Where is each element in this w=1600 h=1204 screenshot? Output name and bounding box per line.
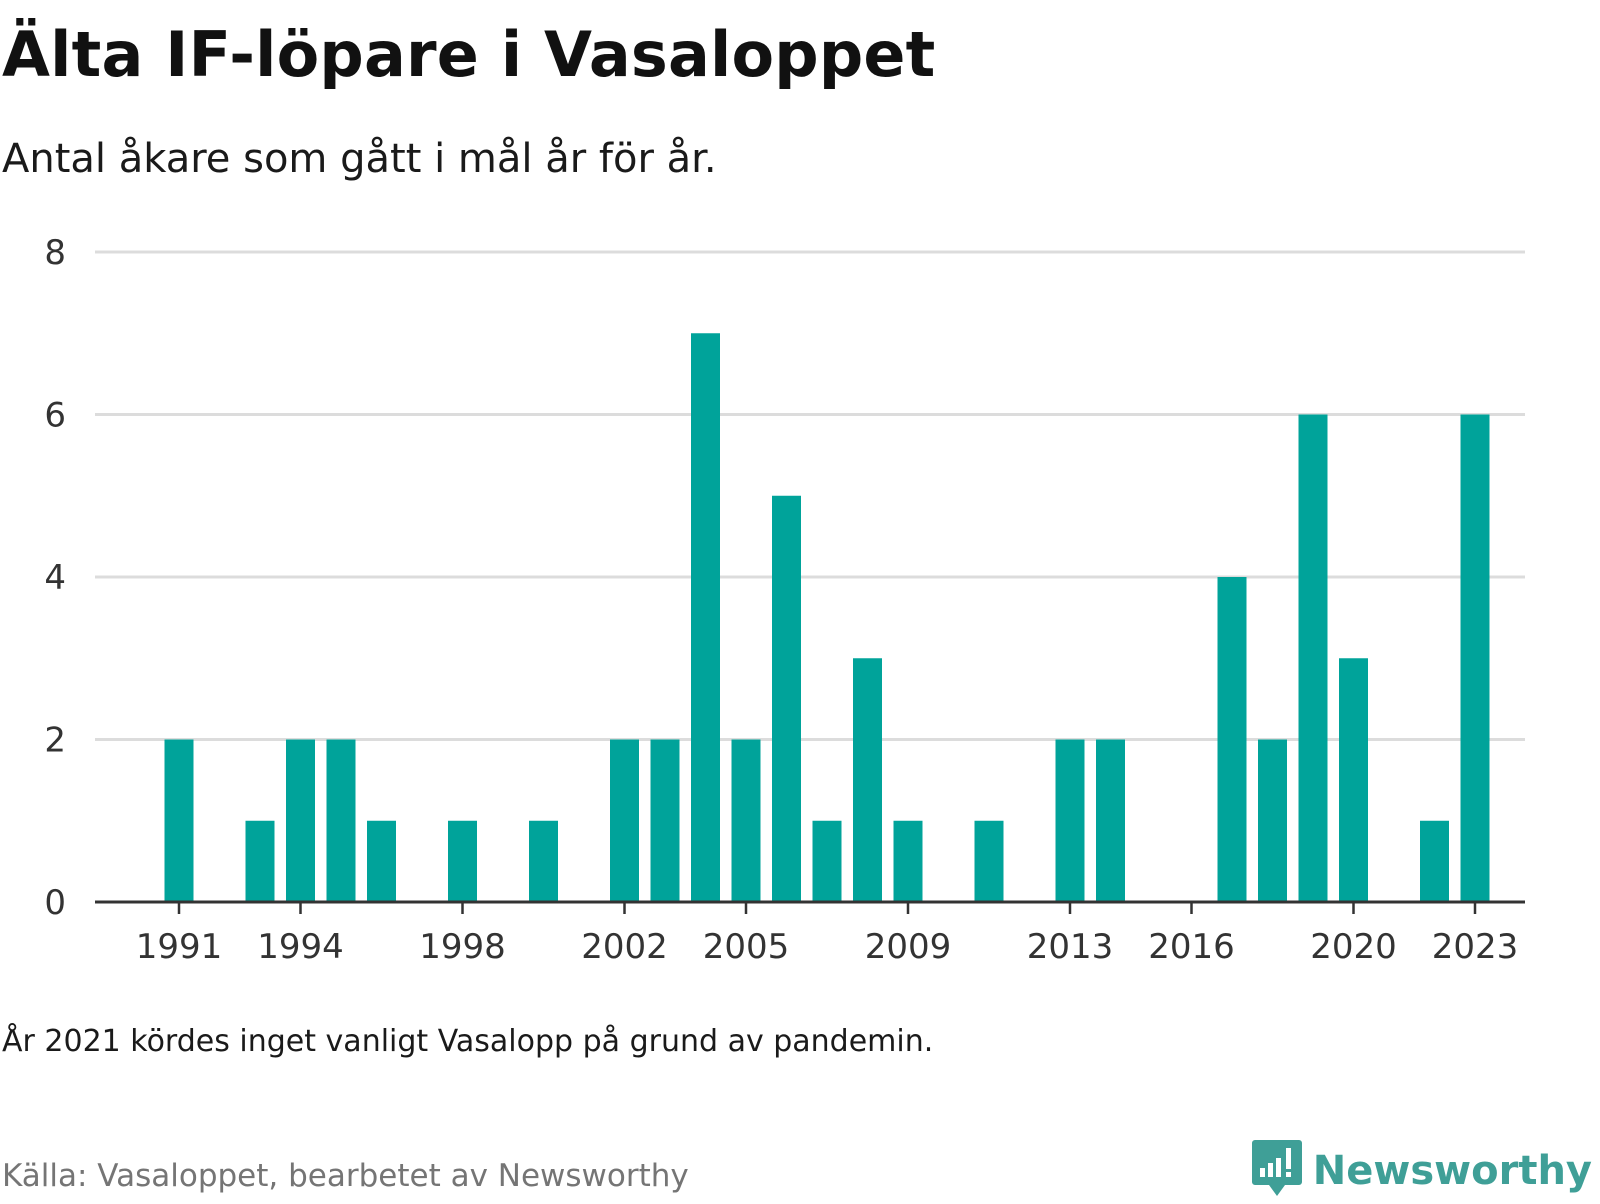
x-tick-label: 2023 — [1432, 927, 1519, 967]
chart-note: År 2021 kördes inget vanligt Vasalopp på… — [2, 1024, 934, 1059]
bar-2005 — [731, 739, 761, 902]
bar-1998 — [448, 820, 477, 902]
newsworthy-logo-icon — [1251, 1138, 1303, 1204]
bar-1996 — [367, 820, 396, 902]
bar-2018 — [1258, 739, 1287, 902]
bar-2007 — [812, 820, 842, 902]
bar-2020 — [1339, 658, 1368, 902]
bar-2013 — [1055, 739, 1085, 902]
y-tick-label: 2 — [44, 721, 66, 761]
bar-2000 — [529, 820, 558, 902]
chart-subtitle: Antal åkare som gått i mål år för år. — [2, 136, 717, 182]
bar-1993 — [245, 820, 275, 902]
y-tick-label: 6 — [44, 396, 66, 436]
chart-title: Älta IF-löpare i Vasaloppet — [2, 18, 936, 91]
x-tick-label: 1994 — [257, 927, 344, 967]
bar-2004 — [691, 333, 720, 902]
x-axis-labels: 1991 1994 1998 2002 2005 2009 2013 2016 2020 2023 — [136, 927, 1519, 967]
brand-name: Newsworthy — [1312, 1148, 1592, 1194]
bar-2011 — [974, 820, 1004, 902]
bar-2014 — [1096, 739, 1125, 902]
x-tick-label: 2016 — [1148, 927, 1235, 967]
x-tick-label: 2005 — [703, 927, 790, 967]
bar-2002 — [610, 739, 639, 902]
bar-1995 — [326, 739, 356, 902]
y-axis-labels: 0 2 4 6 8 — [44, 233, 66, 923]
y-tick-label: 0 — [44, 883, 66, 923]
x-tick-label: 2009 — [865, 927, 952, 967]
bars — [164, 333, 1490, 902]
bar-2022 — [1420, 820, 1449, 902]
x-tick-label: 1998 — [419, 927, 506, 967]
source-credit: Källa: Vasaloppet, bearbetet av Newswort… — [2, 1158, 689, 1194]
bar-2003 — [650, 739, 680, 902]
x-tick-label: 1991 — [136, 927, 223, 967]
x-tick-label: 2013 — [1027, 927, 1114, 967]
y-tick-label: 8 — [44, 233, 66, 273]
bar-chart: 0 2 4 6 8 1991 1994 1998 2002 2005 2009 2013 2016 20… — [44, 233, 1525, 967]
y-tick-label: 4 — [44, 558, 66, 598]
bar-2019 — [1298, 414, 1328, 902]
brand-logo: Newsworthy — [1251, 1140, 1592, 1202]
bar-2006 — [772, 495, 801, 902]
bar-2023 — [1460, 414, 1490, 902]
x-tick-label: 2002 — [581, 927, 668, 967]
bar-2009 — [893, 820, 923, 902]
x-tick-label: 2020 — [1310, 927, 1397, 967]
bar-2008 — [853, 658, 882, 902]
bar-1994 — [286, 739, 315, 902]
bar-2017 — [1217, 577, 1247, 902]
x-axis — [95, 900, 1525, 914]
bar-1991 — [164, 739, 194, 902]
